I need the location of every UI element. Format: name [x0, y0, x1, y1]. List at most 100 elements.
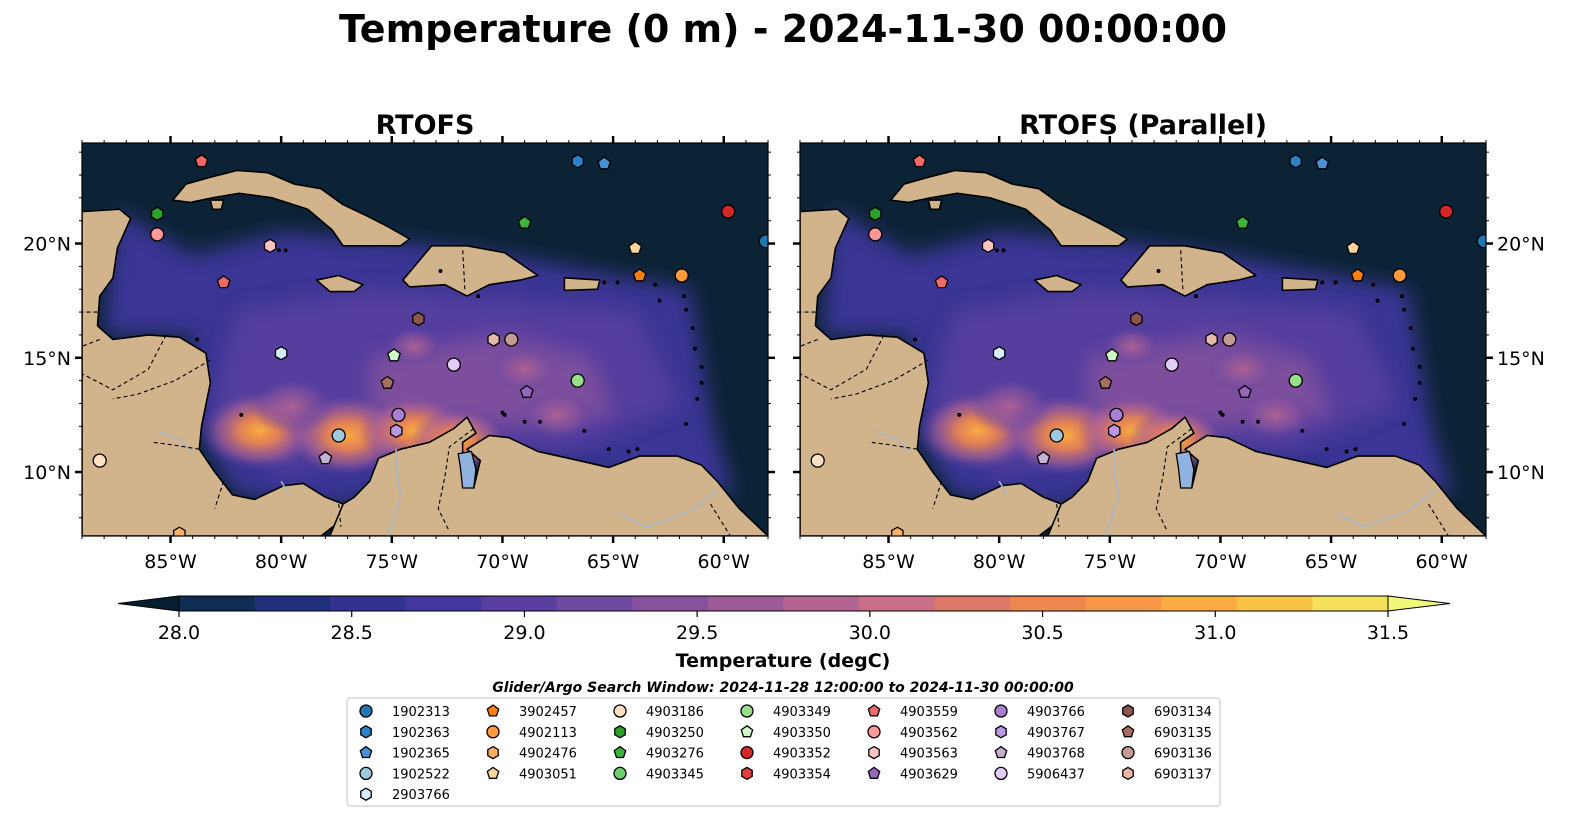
colorbar-tick-label: 31.0: [1194, 622, 1236, 644]
platform-6903136: [1222, 332, 1237, 347]
legend-label: 1902522: [392, 767, 450, 782]
small-island: [699, 380, 704, 385]
colorbar-bin: [1161, 596, 1238, 611]
colorbar-bin: [1010, 596, 1087, 611]
platform-4903559: [934, 275, 949, 289]
platform-4903629: [1237, 384, 1252, 398]
platform-6903134: [1130, 311, 1143, 327]
country-border: [1427, 503, 1449, 536]
small-island: [538, 419, 543, 424]
colorbar-bin: [481, 596, 558, 611]
country-border: [338, 503, 342, 527]
platform-1902363: [1289, 154, 1302, 169]
warm-spot: [489, 345, 560, 393]
legend-label: 4903352: [773, 747, 831, 762]
colorbar-bin: [179, 596, 256, 611]
small-island: [1408, 326, 1413, 331]
colorbar-bin: [707, 596, 785, 611]
platform-2903766: [274, 345, 288, 361]
platform-4903766: [1109, 407, 1124, 423]
legend-marker-6903134: [1122, 704, 1134, 718]
legend-marker-6903137: [1122, 766, 1134, 781]
legend-marker-4903276: [613, 745, 627, 759]
legend-marker-1902365: [359, 745, 373, 759]
country-border: [112, 359, 211, 400]
legend-marker-1902522: [359, 766, 373, 781]
legend-label: 6903134: [1154, 705, 1212, 720]
platform-4903766: [391, 407, 406, 423]
legend-marker-4903767: [995, 725, 1007, 739]
small-island: [1417, 364, 1422, 369]
country-border: [932, 480, 943, 509]
platform-4903562: [868, 227, 883, 242]
platform-4903051: [1346, 240, 1361, 255]
legend-label: 1902313: [392, 705, 450, 720]
platform-4902113: [674, 268, 689, 283]
legend-marker-4903345: [613, 766, 627, 781]
platform-4903767: [1107, 423, 1121, 439]
lat-tick-label: 20°N: [23, 234, 71, 256]
small-island: [1410, 346, 1415, 351]
small-island: [1194, 294, 1199, 299]
map-frame: [799, 142, 1487, 537]
lon-tick-label: 80°W: [255, 551, 308, 573]
small-island: [283, 248, 288, 253]
country-border: [1155, 428, 1193, 532]
lon-tick-label: 60°W: [698, 551, 751, 573]
small-island: [1375, 298, 1380, 303]
small-island: [1001, 248, 1006, 253]
colorbar-under-arrow: [117, 595, 180, 612]
small-island: [635, 447, 640, 452]
legend-marker-4903354: [741, 766, 753, 781]
platform-4902113: [1392, 268, 1407, 283]
small-island: [1333, 280, 1338, 285]
colorbar-bin: [783, 596, 860, 611]
colorbar-tick-label: 28.0: [158, 622, 200, 644]
legend-marker-4903629: [867, 766, 881, 779]
river: [280, 480, 291, 498]
small-island: [1324, 447, 1329, 452]
small-island: [684, 307, 689, 312]
legend-label: 6903135: [1154, 726, 1212, 741]
legend-marker-3902457: [486, 704, 500, 717]
small-island: [1240, 419, 1245, 424]
colorbar-tick-label: 30.5: [1021, 622, 1063, 644]
small-island: [522, 419, 527, 424]
platform-4903350: [387, 348, 401, 362]
platform-2903766: [992, 345, 1006, 361]
small-island: [500, 410, 505, 415]
small-island: [276, 248, 281, 253]
land: [315, 274, 364, 293]
platform-5906437: [446, 357, 461, 372]
legend-marker-6903136: [1121, 745, 1135, 760]
small-island: [476, 294, 481, 299]
legend-label: 1902363: [392, 726, 450, 741]
colorbar-bin: [556, 596, 633, 611]
colorbar-bin: [1312, 596, 1389, 611]
platform-4902476: [173, 526, 186, 536]
platform-4903349: [570, 373, 585, 388]
legend-marker-4903766: [994, 704, 1008, 718]
warm-spot: [250, 377, 334, 434]
small-island: [681, 294, 686, 299]
colorbar-bin: [859, 596, 936, 611]
platform-4903051: [628, 240, 643, 255]
land: [1047, 416, 1486, 536]
small-island: [1353, 447, 1358, 452]
colorbar-bin: [934, 596, 1011, 611]
river: [1104, 449, 1120, 536]
platform-4903767: [389, 423, 403, 439]
platform-6903135: [380, 375, 395, 389]
platform-4903250: [150, 206, 164, 222]
lon-tick-label: 65°W: [587, 551, 640, 573]
colorbar-tick-label: 28.5: [331, 622, 373, 644]
small-island: [690, 326, 695, 331]
colorbar-label: Temperature (degC): [676, 650, 891, 672]
country-border: [870, 441, 918, 450]
lon-tick-label: 75°W: [1084, 551, 1137, 573]
land: [889, 169, 1129, 247]
small-island: [582, 428, 587, 433]
lat-tick-label: 15°N: [1497, 348, 1545, 370]
river: [156, 430, 194, 453]
small-island: [1371, 282, 1376, 287]
